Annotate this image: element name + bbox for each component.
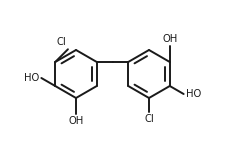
Text: OH: OH [68, 116, 84, 126]
Text: OH: OH [162, 34, 177, 44]
Text: Cl: Cl [56, 37, 66, 47]
Text: HO: HO [186, 89, 201, 99]
Text: HO: HO [24, 73, 39, 83]
Text: Cl: Cl [144, 114, 154, 124]
